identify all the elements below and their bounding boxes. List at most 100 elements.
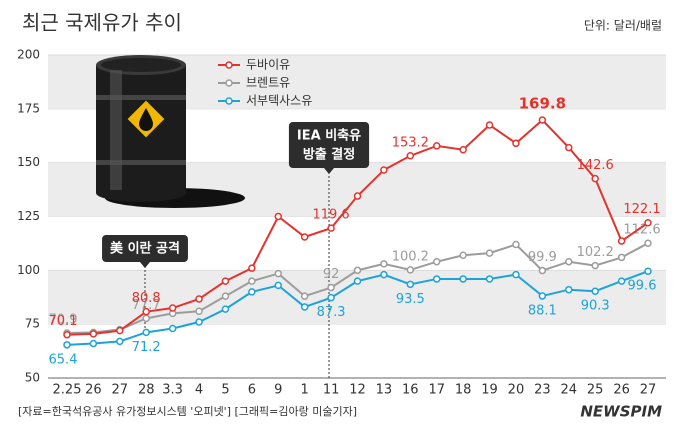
data-point <box>168 304 177 312</box>
data-label: 99.6 <box>628 279 657 294</box>
data-point <box>565 285 573 294</box>
data-label: 99.9 <box>528 250 557 265</box>
annotation-text: 美 이란 공격 <box>110 241 180 257</box>
data-point <box>327 283 335 292</box>
x-tick-label: 11 <box>323 383 340 398</box>
x-tick-label: 24 <box>560 383 577 398</box>
data-label: 142.6 <box>577 158 614 173</box>
data-point <box>63 330 71 339</box>
y-tick-label: 75 <box>25 317 40 331</box>
annotation-text: IEA 비축유 <box>297 128 361 144</box>
data-point <box>248 277 256 285</box>
data-label: 102.2 <box>577 245 614 260</box>
x-tick-label: 17 <box>428 383 445 398</box>
x-tick-label: 5 <box>221 383 229 398</box>
x-tick-label: 3.3 <box>162 383 183 398</box>
x-tick-label: 27 <box>640 383 657 398</box>
x-tick-label: 12 <box>349 383 366 398</box>
data-label: 100.2 <box>392 249 429 264</box>
data-point <box>116 337 124 346</box>
data-point <box>142 314 150 323</box>
data-point <box>512 240 520 249</box>
data-point <box>644 239 652 247</box>
data-point <box>142 307 150 316</box>
x-tick-label: 4 <box>195 383 203 398</box>
data-point <box>644 218 652 227</box>
x-tick-label: 2.25 <box>53 383 82 398</box>
y-tick-label: 125 <box>17 209 40 223</box>
x-tick-label: 23 <box>534 383 551 398</box>
y-tick-label: 200 <box>17 48 40 62</box>
y-tick-label: 50 <box>25 371 40 385</box>
data-point <box>644 267 652 275</box>
data-point <box>406 266 415 274</box>
data-point <box>432 275 441 283</box>
legend-marker <box>225 61 233 69</box>
x-tick-label: 25 <box>587 383 604 398</box>
data-point <box>565 143 573 152</box>
data-label: 80.8 <box>132 291 161 306</box>
x-tick-label: 26 <box>85 383 102 398</box>
data-point <box>459 251 467 260</box>
x-tick-label: 27 <box>112 383 129 398</box>
data-point <box>617 237 626 245</box>
data-label: 122.1 <box>623 202 660 217</box>
logo: NEWSPIM <box>580 403 662 421</box>
data-label: 65.4 <box>49 352 78 367</box>
data-point <box>591 174 599 183</box>
oil-barrel-icon <box>96 55 245 208</box>
data-label: 153.2 <box>392 135 429 150</box>
data-point <box>300 233 309 241</box>
data-point <box>380 260 388 268</box>
data-point <box>63 341 71 349</box>
data-point <box>274 281 283 290</box>
x-tick-label: 13 <box>376 383 393 398</box>
data-point <box>142 328 150 337</box>
data-label: 88.1 <box>528 303 557 318</box>
data-point <box>274 212 283 221</box>
data-label: 119.6 <box>312 208 349 223</box>
data-point <box>617 277 626 285</box>
data-point <box>485 275 494 283</box>
legend-label: 브렌트유 <box>246 76 290 90</box>
data-point <box>327 224 335 232</box>
x-tick-label: 20 <box>508 383 525 398</box>
data-point <box>168 324 177 333</box>
unit: 단위: 달러/배럴 <box>584 19 662 33</box>
data-label: 70.9 <box>49 312 78 327</box>
legend-label: 두바이유 <box>246 58 290 72</box>
x-tick-label: 9 <box>274 383 282 398</box>
data-point <box>591 261 599 270</box>
data-label: 71.2 <box>132 340 161 355</box>
data-point <box>380 166 388 174</box>
data-point <box>459 145 467 154</box>
x-tick-label: 28 <box>138 383 155 398</box>
data-point <box>538 266 547 275</box>
legend-label: 서부텍사스유 <box>246 94 312 108</box>
x-tick-label: 1 <box>301 383 309 398</box>
data-label: 87.3 <box>317 305 346 320</box>
data-point <box>512 270 520 279</box>
data-point <box>617 253 626 262</box>
data-point <box>274 269 283 278</box>
data-point <box>248 264 256 272</box>
legend-marker <box>225 79 233 87</box>
data-point <box>432 142 441 150</box>
data-point <box>300 292 309 300</box>
annotation-box <box>288 122 370 168</box>
annotation-box <box>102 235 188 262</box>
data-point <box>406 280 415 289</box>
data-point <box>591 287 599 295</box>
annotation-text: 방출 결정 <box>303 147 355 163</box>
legend-marker <box>225 97 233 105</box>
data-point <box>195 318 203 326</box>
data-point <box>353 192 362 200</box>
y-tick-label: 100 <box>17 263 40 277</box>
x-tick-label: 16 <box>402 383 419 398</box>
data-label: 77.7 <box>132 298 161 313</box>
annotation-pointer <box>324 168 334 174</box>
data-point <box>353 277 362 285</box>
data-point <box>116 326 124 335</box>
source: [자료=한국석유공사 유가정보시스템 '오피넷'] [그래픽=김아랑 미술기자] <box>18 405 357 418</box>
